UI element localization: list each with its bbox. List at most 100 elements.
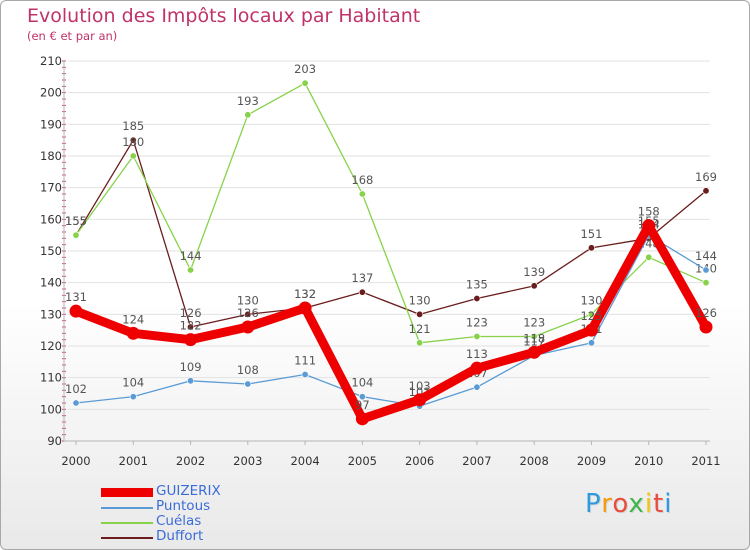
data-label: 193 — [237, 94, 259, 108]
data-point — [298, 301, 312, 315]
data-point — [473, 332, 481, 340]
data-label: 126 — [180, 306, 202, 320]
y-tick-label: 130 — [40, 307, 62, 321]
data-label: 102 — [65, 382, 87, 396]
y-tick-label: 150 — [40, 244, 62, 258]
data-label: 104 — [351, 376, 373, 390]
data-label: 131 — [65, 290, 87, 304]
logo-letter: o — [612, 489, 629, 519]
data-point — [702, 266, 710, 274]
data-label: 126 — [237, 306, 259, 320]
data-label: 158 — [638, 205, 660, 219]
data-label: 180 — [122, 135, 144, 149]
x-tick-label: 2000 — [61, 454, 90, 468]
y-tick-label: 140 — [40, 276, 62, 290]
logo-letter: i — [664, 489, 673, 519]
y-tick-label: 190 — [40, 117, 62, 131]
data-point — [416, 339, 424, 347]
data-point — [530, 282, 538, 290]
y-tick-label: 160 — [40, 212, 62, 226]
data-point — [241, 320, 255, 334]
x-tick-label: 2002 — [176, 454, 205, 468]
data-point — [129, 152, 137, 160]
data-label: 103 — [409, 379, 431, 393]
data-point — [187, 377, 195, 385]
data-label: 168 — [351, 173, 373, 187]
data-point — [587, 339, 595, 347]
data-point — [473, 294, 481, 302]
data-point — [129, 393, 137, 401]
chart-title: Evolution des Impôts locaux par Habitant — [27, 5, 421, 27]
data-label: 97 — [355, 398, 370, 412]
data-point — [301, 79, 309, 87]
series-line-duffort — [75, 139, 707, 328]
logo-letter: x — [628, 489, 645, 519]
data-point — [69, 304, 83, 318]
data-point — [470, 361, 484, 375]
data-label: 139 — [523, 265, 545, 279]
data-point — [645, 253, 653, 261]
x-tick-label: 2009 — [577, 454, 606, 468]
data-label: 169 — [695, 170, 717, 184]
data-point — [184, 333, 198, 347]
data-label: 125 — [580, 309, 602, 323]
data-point — [416, 310, 424, 318]
data-point — [642, 219, 656, 233]
y-tick-label: 180 — [40, 149, 62, 163]
data-point — [702, 187, 710, 195]
x-tick-label: 2001 — [119, 454, 148, 468]
data-label: 144 — [695, 249, 717, 263]
y-tick-label: 120 — [40, 339, 62, 353]
x-tick-label: 2006 — [405, 454, 434, 468]
data-label: 111 — [294, 354, 316, 368]
data-label: 124 — [122, 312, 144, 326]
legend-label: GUIZERIX — [156, 483, 221, 499]
data-label: 123 — [466, 316, 488, 330]
data-label: 122 — [180, 319, 202, 333]
data-point — [358, 190, 366, 198]
legend-swatch — [101, 537, 153, 539]
data-point — [473, 383, 481, 391]
data-label: 121 — [409, 322, 431, 336]
data-label: 132 — [294, 287, 316, 301]
data-point — [72, 399, 80, 407]
x-tick-label: 2005 — [348, 454, 377, 468]
y-tick-label: 210 — [40, 54, 62, 68]
x-tick-label: 2010 — [634, 454, 663, 468]
series-line-guizerix — [71, 221, 711, 424]
proxiti-logo: Proxiti — [585, 489, 673, 519]
legend-swatch — [101, 522, 153, 524]
data-point — [126, 326, 140, 340]
data-point — [413, 393, 427, 407]
data-label: 117 — [523, 335, 545, 349]
data-label: 132 — [294, 287, 316, 301]
data-label: 137 — [351, 271, 373, 285]
data-label: 185 — [122, 119, 144, 133]
y-tick-label: 200 — [40, 86, 62, 100]
data-point — [355, 412, 369, 426]
data-point — [587, 310, 595, 318]
y-tick-label: 90 — [47, 434, 62, 448]
x-tick-label: 2007 — [462, 454, 491, 468]
data-point — [358, 288, 366, 296]
y-tick-label: 100 — [40, 402, 62, 416]
data-label: 155 — [65, 214, 87, 228]
logo-letter: i — [644, 489, 654, 519]
data-label: 108 — [237, 363, 259, 377]
data-label: 118 — [523, 331, 545, 345]
data-point — [301, 370, 309, 378]
series-line-puntous — [75, 234, 707, 407]
data-label: 126 — [695, 306, 717, 320]
data-label: 203 — [294, 62, 316, 76]
data-point — [129, 136, 137, 144]
data-label: 130 — [237, 293, 259, 307]
data-point — [244, 111, 252, 119]
data-point — [527, 345, 541, 359]
data-label: 113 — [466, 347, 488, 361]
legend-swatch — [101, 488, 153, 497]
data-label: 155 — [65, 214, 87, 228]
x-tick-label: 2003 — [233, 454, 262, 468]
data-point — [187, 323, 195, 331]
